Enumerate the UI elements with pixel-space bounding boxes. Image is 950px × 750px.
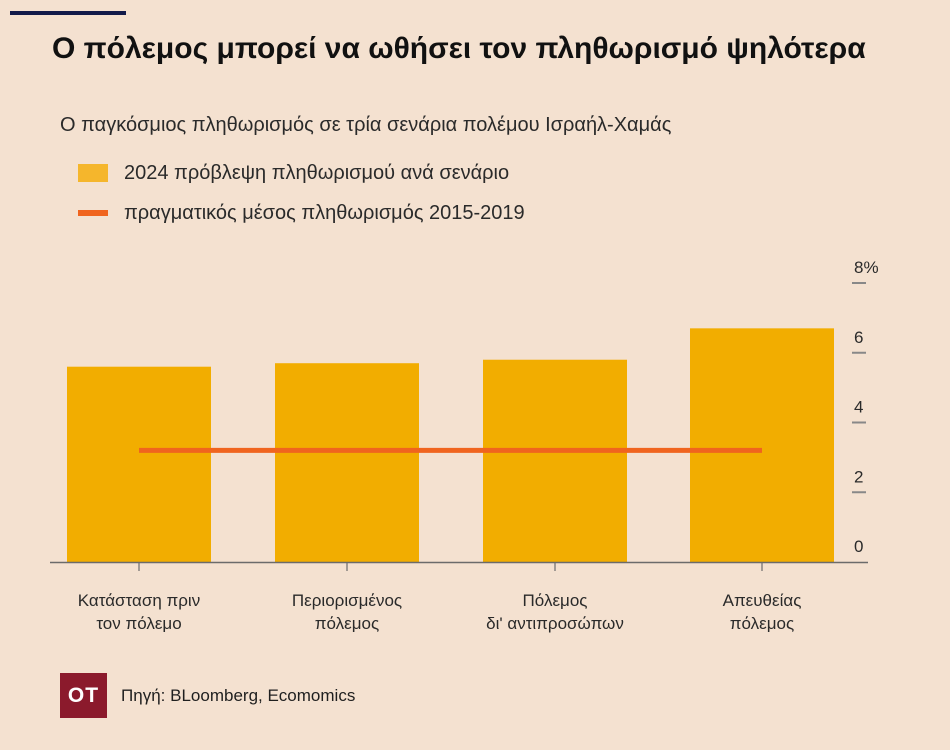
bar-2	[275, 363, 419, 562]
x-category-label-1-line-1: Κατάσταση πριν	[78, 591, 200, 610]
legend: 2024 πρόβλεψη πληθωρισμού ανά σενάριο πρ…	[78, 160, 525, 240]
y-tick-label-3: 6	[854, 328, 863, 347]
x-category-label-4-line-1: Απευθείας	[723, 591, 802, 610]
x-category-label-4-line-2: πόλεμος	[730, 614, 794, 633]
x-category-label-2-line-2: πόλεμος	[315, 614, 379, 633]
x-category-label-3-line-1: Πόλεμος	[523, 591, 588, 610]
bar-3	[483, 359, 627, 562]
ot-logo: ΟΤ	[60, 673, 107, 718]
y-tick-label-0: 0	[854, 537, 863, 556]
x-category-label-1-line-2: τον πόλεμο	[96, 614, 181, 633]
y-tick-label-1: 2	[854, 467, 863, 486]
legend-label-average: πραγματικός μέσος πληθωρισμός 2015-2019	[124, 201, 525, 224]
x-category-label-3-line-2: δι' αντιπροσώπων	[486, 614, 624, 633]
bar-1	[67, 366, 211, 562]
x-category-label-2-line-1: Περιορισμένος	[292, 591, 402, 610]
legend-item-forecast: 2024 πρόβλεψη πληθωρισμού ανά σενάριο	[78, 160, 525, 186]
top-accent-rule	[10, 11, 126, 15]
bar-chart: Κατάσταση πριν τον πόλεμο Περιορισμένος πόλ…	[50, 258, 879, 633]
bar-4	[690, 328, 834, 562]
legend-label-forecast: 2024 πρόβλεψη πληθωρισμού ανά σενάριο	[124, 161, 510, 184]
legend-item-average: πραγματικός μέσος πληθωρισμός 2015-2019	[78, 200, 525, 226]
footer: ΟΤ Πηγή: BLoomberg, Ecomomics	[60, 673, 355, 718]
chart-subtitle: Ο παγκόσμιος πληθωρισμός σε τρία σενάρια…	[60, 114, 672, 136]
chart-title: Ο πόλεμος μπορεί να ωθήσει τον πληθωρισμ…	[52, 32, 866, 65]
y-tick-label-4: 8%	[854, 258, 879, 277]
legend-swatch-line	[78, 210, 108, 216]
legend-swatch-bar	[78, 164, 108, 182]
source-note: Πηγή: BLoomberg, Ecomomics	[121, 685, 356, 705]
y-tick-label-2: 4	[854, 398, 863, 417]
